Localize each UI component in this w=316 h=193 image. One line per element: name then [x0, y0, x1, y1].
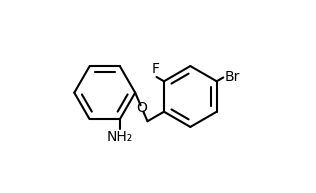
- Text: Br: Br: [224, 70, 240, 85]
- Text: O: O: [137, 101, 147, 115]
- Text: NH₂: NH₂: [107, 130, 133, 144]
- Text: F: F: [152, 62, 160, 76]
